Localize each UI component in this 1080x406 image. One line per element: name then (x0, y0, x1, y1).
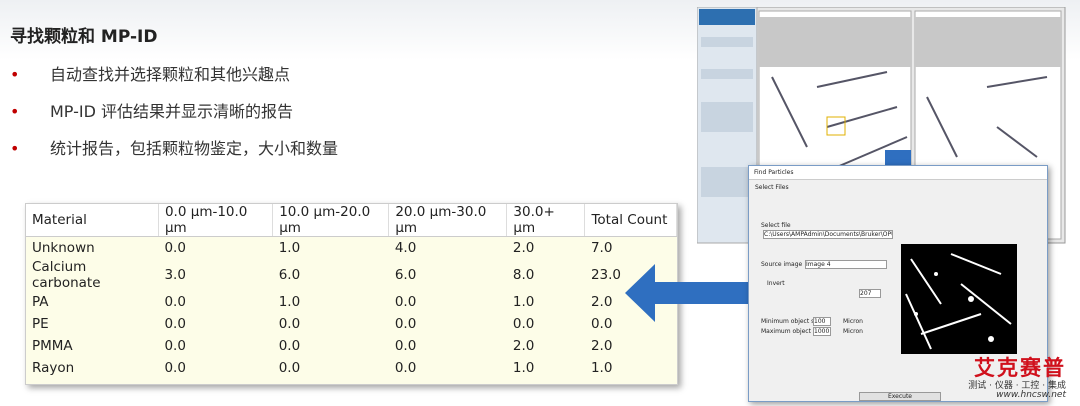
bullet: • 统计报告，包括颗粒物鉴定，大小和数量 (10, 135, 338, 159)
table-cell: 8.0 (512, 267, 535, 283)
table-cell: 7.0 (590, 240, 613, 256)
bullet: • MP-ID 评估结果并显示清晰的报告 (10, 98, 293, 122)
report-table: Material 0.0 µm-10.0 µm 10.0 µm-20.0 µm 20.… (26, 204, 677, 379)
label: Source image (761, 261, 803, 268)
table-cell: 1.0 (590, 360, 613, 376)
table-row: Rayon 0.0 0.0 0.0 1.0 1.0 (26, 357, 677, 379)
label: Maximum object size (761, 328, 825, 335)
binary-image (901, 244, 1017, 354)
column-header: Total Count (584, 204, 677, 237)
column-header: 0.0 µm-10.0 µm (158, 204, 274, 237)
tab[interactable]: Select Files (755, 184, 789, 191)
column-header: 20.0 µm-30.0 µm (388, 204, 508, 237)
unit: Micron (843, 328, 863, 335)
path-field[interactable]: C:\Users\AMPAdmin\Documents\Bruker\OPUS (763, 230, 893, 239)
table-cell: 0.0 (512, 316, 535, 332)
table-cell: 2.0 (512, 338, 535, 354)
dialog-title: Find Particles (749, 166, 1047, 180)
table-cell: 0.0 (394, 338, 417, 354)
bullet-text: 统计报告，包括颗粒物鉴定，大小和数量 (50, 139, 339, 158)
table-cell: 1.0 (512, 360, 535, 376)
bullet-text: MP-ID 评估结果并显示清晰的报告 (50, 102, 294, 121)
find-particles-dialog: Find Particles Select Files Select file … (748, 165, 1048, 402)
table-row: PE 0.0 0.0 0.0 0.0 0.0 (26, 313, 677, 335)
table-cell: 0.0 (278, 316, 301, 332)
bullet: • 自动查找并选择颗粒和其他兴趣点 (10, 61, 290, 85)
table-cell: 0.0 (164, 360, 186, 376)
table-cell: 2.0 (590, 294, 613, 310)
execute-button[interactable]: Execute (859, 392, 941, 401)
table-cell: 23.0 (590, 267, 622, 283)
table-cell: 1.0 (278, 240, 301, 256)
label: Minimum object size (761, 318, 823, 325)
bullet-dot: • (10, 65, 20, 84)
bullet-text: 自动查找并选择颗粒和其他兴趣点 (50, 65, 291, 84)
table-cell: 4.0 (394, 240, 417, 256)
table-cell: 0.0 (394, 294, 417, 310)
column-header: 10.0 µm-20.0 µm (272, 204, 390, 237)
logo-url: www.hncsw.net (996, 390, 1066, 400)
report-table-panel: Material 0.0 µm-10.0 µm 10.0 µm-20.0 µm 20.… (25, 203, 678, 385)
table-cell: 0.0 (164, 316, 186, 332)
slide-title: 寻找颗粒和 MP-ID (10, 27, 158, 47)
table-row: PA 0.0 1.0 0.0 1.0 2.0 (26, 291, 677, 313)
table-cell: 0.0 (164, 240, 186, 256)
table-cell: 6.0 (278, 267, 301, 283)
source-select[interactable]: Image 4 (805, 260, 887, 269)
bullet-dot: • (10, 139, 20, 158)
table-cell: PA (32, 294, 49, 310)
table-cell: 0.0 (590, 316, 613, 332)
logo-name: 艾克赛普 (974, 356, 1066, 380)
table-cell: 0.0 (278, 360, 301, 376)
table-cell: 0.0 (164, 338, 186, 354)
bullet-dot: • (10, 102, 20, 121)
table-row: Unknown 0.0 1.0 4.0 2.0 7.0 (26, 237, 677, 260)
table-cell: Unknown (32, 240, 95, 256)
unit: Micron (843, 318, 863, 325)
table-cell: 0.0 (394, 316, 417, 332)
table-cell: 3.0 (164, 267, 186, 283)
max-field[interactable]: 1000 (813, 327, 831, 336)
table-cell: Calcium carbonate (32, 259, 101, 291)
column-header: Material (26, 204, 159, 237)
table-cell: 0.0 (394, 360, 417, 376)
table-cell: 0.0 (278, 338, 301, 354)
table-cell: PE (32, 316, 49, 332)
table-cell: 2.0 (512, 240, 535, 256)
table-cell: Rayon (32, 360, 75, 376)
table-cell: 1.0 (512, 294, 535, 310)
table-cell: 0.0 (164, 294, 186, 310)
invert-checkbox[interactable]: Invert (767, 280, 785, 287)
column-header: 30.0+ µm (506, 204, 586, 237)
threshold-field[interactable]: 207 (859, 289, 881, 298)
label: Select file (761, 222, 791, 229)
table-cell: 1.0 (278, 294, 301, 310)
table-cell: PMMA (32, 338, 73, 354)
table-cell: 6.0 (394, 267, 417, 283)
table-row: PMMA 0.0 0.0 0.0 2.0 2.0 (26, 335, 677, 357)
logo-tagline: 测试 · 仪器 · 工控 · 集成 (968, 381, 1066, 391)
table-row: Calcium carbonate 3.0 6.0 6.0 8.0 23.0 (26, 259, 677, 291)
min-field[interactable]: 100 (813, 317, 831, 326)
table-cell: 2.0 (590, 338, 613, 354)
